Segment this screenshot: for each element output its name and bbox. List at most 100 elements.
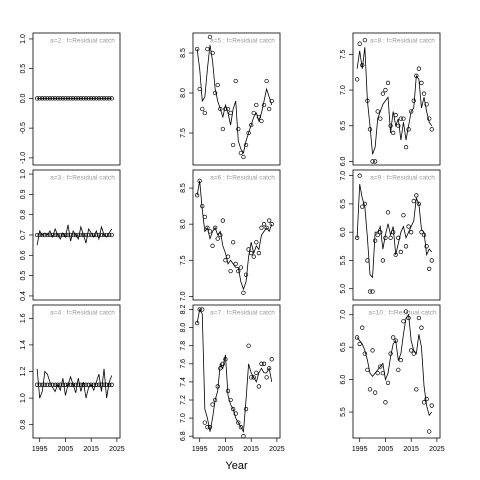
observed-point [236, 420, 241, 425]
observed-point [267, 218, 272, 223]
y-tick-label: 7.0 [340, 310, 347, 320]
observed-point [37, 232, 42, 238]
y-tick-label: 7.0 [340, 85, 347, 95]
observed-point [215, 82, 220, 88]
observed-point [109, 232, 114, 238]
observed-point [256, 250, 262, 256]
observed-point [220, 126, 226, 132]
observed-point [89, 382, 94, 387]
panel-title: a=10 : f=Residual catch [368, 310, 437, 317]
y-tick-label: 5.5 [340, 255, 347, 265]
observed-point [385, 80, 391, 86]
observed-point [233, 78, 238, 84]
observed-point [411, 351, 416, 356]
observed-point [40, 232, 45, 238]
observed-point [231, 142, 236, 148]
y-tick-label: 1.4 [20, 340, 27, 350]
y-tick-label: 6.0 [340, 156, 347, 166]
y-tick-label: 0.4 [20, 291, 27, 301]
x-tick-label: 2025 [109, 446, 125, 453]
observed-point [409, 348, 414, 353]
observed-point [202, 110, 207, 116]
panel-title: a=2 : f=Residual catch [50, 38, 115, 45]
y-tick-label: 8.2 [180, 305, 187, 315]
y-tick-label: 7.5 [180, 128, 187, 138]
observed-point [362, 37, 367, 43]
observed-point [58, 382, 63, 387]
observed-point [401, 116, 406, 121]
x-tick-label: 2015 [243, 446, 259, 453]
x-tick-label: 2025 [429, 446, 445, 453]
observed-point [241, 154, 246, 160]
observed-point [424, 396, 429, 402]
fitted-line [196, 44, 273, 155]
observed-point [241, 290, 246, 295]
x-tick-label: 2005 [378, 446, 394, 453]
y-tick-label: 5.0 [340, 284, 347, 294]
observed-point [231, 240, 236, 245]
y-tick-label: 7.6 [180, 359, 187, 369]
observed-point [55, 232, 60, 238]
y-tick-label: 7.2 [180, 395, 187, 405]
observed-point [388, 235, 393, 240]
observed-point [261, 222, 267, 227]
observed-point [357, 41, 362, 46]
observed-point [207, 424, 213, 430]
observed-point [37, 382, 42, 387]
fitted-line [356, 47, 433, 155]
observed-point [71, 232, 76, 238]
observed-point [99, 382, 104, 387]
y-tick-label: 8.5 [180, 183, 187, 193]
observed-point [375, 370, 380, 376]
observed-point [218, 106, 223, 112]
observed-point [370, 348, 375, 353]
observed-point [220, 218, 226, 223]
observed-point [370, 159, 375, 164]
fitted-line [356, 184, 433, 279]
x-tick-label: 2025 [269, 446, 285, 453]
observed-point [246, 343, 251, 348]
observed-point [233, 411, 238, 416]
observed-point [256, 384, 262, 389]
observed-point [236, 126, 241, 132]
panel-title: a=5 : f=Residual catch [210, 38, 275, 45]
x-tick-label: 1995 [32, 446, 48, 453]
observed-point [391, 335, 396, 340]
observed-point [414, 193, 419, 198]
fitted-line [36, 368, 113, 399]
observed-point [210, 402, 215, 407]
observed-point [228, 110, 233, 116]
observed-point [243, 272, 249, 277]
observed-point [424, 244, 429, 249]
observed-point [419, 325, 424, 330]
observed-point [261, 102, 267, 108]
observed-point [424, 102, 429, 107]
panel-title: a=3 : f=Residual catch [50, 175, 115, 182]
observed-point [416, 66, 422, 71]
observed-point [205, 225, 210, 230]
x-axis-label: Year [225, 460, 248, 472]
observed-point [406, 224, 411, 229]
fitted-line [196, 180, 273, 291]
fitted-line [196, 308, 273, 433]
y-tick-label: 1.0 [20, 393, 27, 403]
observed-point [357, 341, 362, 347]
observed-point [421, 91, 427, 96]
observed-point [261, 361, 267, 366]
y-tick-label: 0.5 [20, 271, 27, 281]
observed-point [401, 319, 406, 324]
observed-point [238, 424, 244, 430]
observed-point [96, 232, 102, 238]
x-tick-label: 2005 [58, 446, 74, 453]
observed-point [429, 403, 434, 408]
y-tick-label: 7.0 [180, 291, 187, 301]
observed-point [398, 116, 404, 121]
observed-point [416, 315, 422, 321]
x-tick-label: 2015 [403, 446, 419, 453]
panel-title: a=9 : f=Residual catch [370, 175, 435, 182]
observed-point [233, 261, 238, 267]
observed-point [378, 230, 383, 235]
observed-point [378, 116, 383, 121]
observed-point [391, 130, 396, 136]
